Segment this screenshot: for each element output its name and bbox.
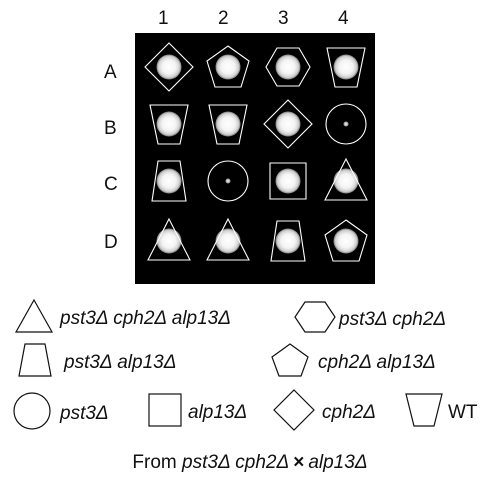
tetrad-cell-b3 (263, 99, 313, 149)
tetrad-cell-a1 (144, 42, 194, 92)
legend-label-pentagon: cph2Δ alp13Δ (318, 351, 436, 373)
trapezoid-icon (16, 343, 54, 382)
pentagon-outline-cell-d4 (324, 219, 368, 262)
footer-prefix: From (132, 452, 183, 473)
hexagon-icon (294, 301, 336, 338)
circle-outline-cell-b4 (325, 103, 367, 145)
colony-cell-d4 (333, 228, 359, 254)
hexagon-outline-cell-a3 (265, 47, 311, 87)
tetrad-cell-d4 (324, 219, 368, 262)
legend-item-circle: pst3Δ (12, 391, 109, 436)
tetrad-cell-a3 (265, 47, 311, 87)
tetrad-cell-b2 (208, 104, 248, 145)
colony-cell-d3 (275, 228, 301, 254)
colony-cell-c2 (225, 178, 231, 184)
colony-cell-c3 (275, 168, 301, 194)
triangle-outline-cell-c4 (324, 157, 368, 201)
legend-item-hexagon: pst3Δ cph2Δ (294, 301, 446, 338)
inverted-trapezoid-icon (404, 392, 444, 433)
footer-parent-2: alp13Δ (308, 452, 368, 473)
tetrad-plate (135, 33, 375, 284)
tetrad-cell-d1 (147, 217, 191, 261)
column-label-3: 3 (278, 8, 289, 29)
tetrad-plate-image (144, 42, 368, 262)
column-label-2: 2 (218, 8, 229, 29)
colony-cell-c4 (333, 168, 359, 194)
circle-outline-cell-c2 (207, 160, 249, 202)
legend-item-square: alp13Δ (148, 393, 247, 432)
diamond-outline-cell-b3 (263, 99, 313, 149)
tetrad-cell-d3 (270, 220, 306, 262)
pentagon-icon (270, 342, 310, 383)
triangle-outline-cell-d1 (147, 217, 191, 261)
colony-cell-a4 (333, 54, 359, 80)
tetrad-cell-d2 (206, 217, 250, 261)
tetrad-cell-c3 (269, 162, 307, 200)
diamond-outline-cell-a1 (144, 42, 194, 92)
legend-label-square: alp13Δ (188, 401, 248, 423)
tetrad-cell-b4 (325, 103, 367, 145)
cross-description: From pst3Δ cph2Δ × alp13Δ (0, 452, 500, 474)
row-label-a: A (104, 62, 117, 83)
legend-item-pentagon: cph2Δ alp13Δ (270, 342, 436, 383)
trapezoid-outline-cell-d3 (270, 220, 306, 262)
legend-item-inverted-trapezoid: WT (404, 392, 478, 433)
trapezoid-inverted-outline-cell-b1 (149, 104, 189, 145)
pentagon-outline-cell-a2 (206, 45, 250, 88)
colony-cell-b4 (343, 121, 349, 127)
tetrad-cell-c1 (151, 160, 187, 202)
triangle-icon (14, 298, 54, 339)
legend-item-triangle: pst3Δ cph2Δ alp13Δ (14, 298, 231, 339)
column-label-4: 4 (338, 8, 349, 29)
colony-cell-a1 (156, 54, 182, 80)
square-outline-cell-c3 (269, 162, 307, 200)
trapezoid-inverted-outline-cell-a4 (326, 47, 366, 88)
diamond-icon (272, 388, 316, 437)
trapezoid-inverted-outline-cell-b2 (208, 104, 248, 145)
colony-cell-b3 (275, 111, 301, 137)
triangle-outline-cell-d2 (206, 217, 250, 261)
tetrad-cell-a2 (206, 45, 250, 88)
footer-parent-1: pst3Δ cph2Δ (182, 452, 290, 473)
square-icon (148, 393, 182, 432)
colony-cell-d2 (215, 228, 241, 254)
tetrad-cell-c4 (324, 157, 368, 201)
colony-cell-b1 (156, 111, 182, 137)
colony-cell-c1 (156, 168, 182, 194)
colony-cell-b2 (215, 111, 241, 137)
cross-symbol: × (293, 452, 305, 473)
legend-label-diamond: cph2Δ (322, 401, 376, 423)
circle-icon (12, 391, 52, 436)
legend-label-hexagon: pst3Δ cph2Δ (339, 308, 447, 330)
row-label-b: B (104, 118, 117, 139)
colony-cell-a2 (215, 54, 241, 80)
legend-item-diamond: cph2Δ (272, 388, 376, 437)
row-label-d: D (104, 232, 118, 253)
legend-item-trapezoid: pst3Δ alp13Δ (16, 343, 176, 382)
legend-label-triangle: pst3Δ cph2Δ alp13Δ (60, 307, 231, 329)
colony-cell-a3 (275, 54, 301, 80)
legend-label-trapezoid: pst3Δ alp13Δ (64, 351, 177, 373)
trapezoid-outline-cell-c1 (151, 160, 187, 202)
column-label-1: 1 (158, 8, 169, 29)
legend-label-wt: WT (448, 401, 478, 423)
colony-cell-d1 (156, 228, 182, 254)
tetrad-cell-c2 (207, 160, 249, 202)
row-label-c: C (104, 174, 118, 195)
tetrad-cell-a4 (326, 47, 366, 88)
legend-label-circle: pst3Δ (60, 402, 109, 424)
tetrad-cell-b1 (149, 104, 189, 145)
